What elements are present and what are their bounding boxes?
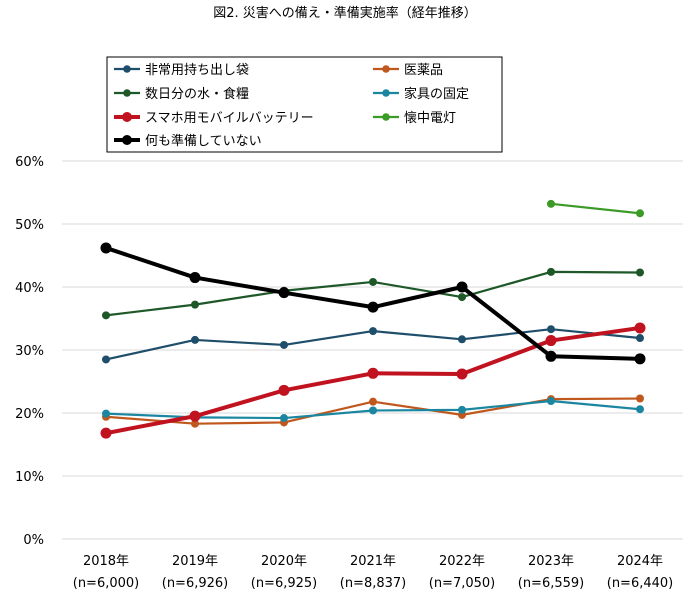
data-point [280, 340, 288, 349]
x-tick-label-n: (n=7,050) [429, 576, 496, 591]
data-point [367, 301, 379, 313]
x-tick-label-n: (n=6,440) [607, 576, 674, 591]
x-tick-label-year: 2024年 [617, 554, 663, 569]
y-tick-label: 60% [15, 155, 44, 170]
data-point [547, 397, 555, 406]
x-tick-label-year: 2022年 [439, 554, 485, 569]
legend-swatch-marker [382, 65, 390, 73]
series-5 [547, 199, 644, 218]
legend-swatch-marker [122, 112, 132, 122]
data-point [100, 427, 112, 439]
x-tick-label-year: 2020年 [261, 554, 307, 569]
data-point [636, 405, 644, 414]
data-point [369, 277, 377, 286]
chart-title: 図2. 災害への備え・準備実施率（経年推移） [213, 5, 477, 21]
legend-swatch-marker [382, 113, 390, 121]
data-point [545, 350, 557, 362]
data-point [102, 409, 110, 418]
series-6 [100, 242, 646, 365]
data-point [456, 368, 468, 380]
x-tick-label-year: 2018年 [83, 554, 129, 569]
data-point [191, 335, 199, 344]
legend-frame [106, 56, 503, 153]
legend-swatch-marker [123, 89, 131, 97]
data-point [634, 353, 646, 365]
legend-label: 数日分の水・食糧 [145, 86, 249, 102]
data-point [636, 394, 644, 403]
y-tick-label: 10% [15, 470, 44, 485]
x-tick-label-n: (n=6,926) [162, 576, 229, 591]
data-point [102, 355, 110, 364]
legend-label: 家具の固定 [404, 86, 469, 102]
series-lines [100, 199, 646, 439]
data-point [278, 287, 290, 299]
y-tick-label: 20% [15, 407, 44, 422]
y-tick-label: 30% [15, 344, 44, 359]
x-tick-label-year: 2019年 [172, 554, 218, 569]
x-tick-label-year: 2023年 [528, 554, 574, 569]
x-tick-label-n: (n=6,000) [73, 576, 140, 591]
series-0 [102, 325, 644, 364]
legend-swatch-marker [123, 65, 131, 73]
data-point [456, 281, 468, 293]
data-point [369, 327, 377, 336]
data-point [189, 272, 201, 284]
data-point [369, 397, 377, 406]
legend-label: スマホ用モバイルバッテリー [145, 111, 314, 126]
x-tick-label-n: (n=8,837) [340, 576, 407, 591]
data-point [545, 335, 557, 347]
data-point [100, 242, 112, 254]
legend-label: 何も準備していない [145, 133, 262, 149]
data-point [458, 293, 466, 302]
data-point [280, 414, 288, 423]
data-point [458, 335, 466, 344]
y-axis-tick-labels: 0% 10% 20% 30% 40% 50% 60% [15, 155, 44, 548]
data-point [369, 406, 377, 415]
x-tick-label-n: (n=6,925) [251, 576, 318, 591]
x-tick-label-year: 2021年 [350, 554, 396, 569]
data-point [636, 209, 644, 218]
data-point [636, 268, 644, 277]
data-point [191, 300, 199, 309]
y-tick-label: 40% [15, 281, 44, 296]
data-point [191, 419, 199, 428]
legend-label: 医薬品 [404, 63, 443, 78]
data-point [547, 267, 555, 276]
y-tick-label: 0% [23, 533, 44, 548]
legend-swatch-marker [122, 135, 132, 145]
x-axis-tick-labels: 2018年 (n=6,000) 2019年 (n=6,926) 2020年 (n=6,92… [73, 554, 674, 591]
series-line [104, 325, 642, 436]
legend-swatch-marker [382, 89, 390, 97]
series-line [549, 202, 642, 215]
series-4 [100, 322, 646, 439]
data-point [458, 405, 466, 414]
y-tick-label: 50% [15, 218, 44, 233]
legend-label: 非常用持ち出し袋 [145, 63, 249, 78]
data-point [102, 311, 110, 320]
data-point [278, 384, 290, 396]
gridlines [62, 160, 683, 540]
data-point [547, 325, 555, 334]
data-point [547, 199, 555, 208]
legend-label: 懐中電灯 [404, 110, 456, 126]
x-tick-label-n: (n=6,559) [518, 576, 585, 591]
data-point [367, 367, 379, 379]
data-point [634, 322, 646, 334]
data-point [636, 334, 644, 343]
data-point [189, 410, 201, 422]
